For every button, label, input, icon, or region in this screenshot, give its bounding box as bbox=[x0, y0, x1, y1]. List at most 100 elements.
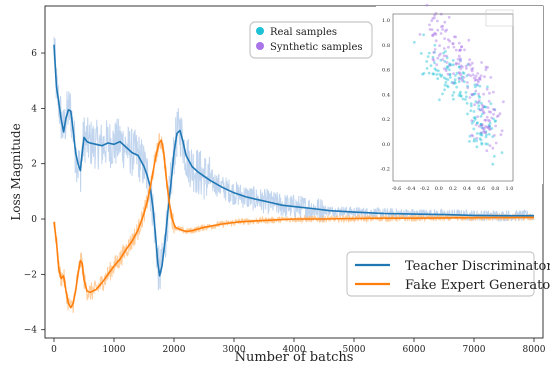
scatter-point bbox=[446, 65, 450, 69]
scatter-point bbox=[463, 48, 466, 52]
scatter-point bbox=[441, 58, 445, 61]
scatter-point bbox=[460, 45, 463, 48]
scatter-point bbox=[476, 72, 480, 75]
scatter-legend: Real samples Synthetic samples bbox=[249, 21, 373, 59]
scatter-point bbox=[438, 44, 441, 47]
scatter-point bbox=[451, 81, 455, 85]
scatter-point bbox=[475, 101, 479, 105]
scatter-point bbox=[493, 120, 497, 123]
scatter-point bbox=[436, 77, 440, 81]
legend-label-synthetic: Synthetic samples bbox=[270, 42, 363, 53]
scatter-point bbox=[477, 92, 480, 96]
inset-x-tick-label: -0.4 bbox=[406, 186, 416, 192]
scatter-point bbox=[448, 76, 452, 79]
scatter-point bbox=[486, 106, 490, 109]
scatter-point bbox=[488, 121, 492, 125]
scatter-point bbox=[459, 57, 462, 61]
scatter-point bbox=[492, 112, 495, 116]
scatter-point bbox=[470, 93, 474, 96]
scatter-point bbox=[448, 68, 451, 72]
scatter-point bbox=[469, 109, 473, 113]
scatter-point bbox=[431, 33, 434, 37]
scatter-point bbox=[433, 50, 436, 54]
scatter-point bbox=[468, 96, 472, 99]
scatter-point bbox=[490, 116, 494, 120]
scatter-point bbox=[461, 71, 465, 75]
scatter-point bbox=[471, 67, 475, 70]
scatter-point bbox=[442, 54, 446, 58]
scatter-point bbox=[484, 119, 488, 122]
scatter-point bbox=[476, 121, 479, 125]
scatter-point bbox=[467, 73, 470, 76]
scatter-point bbox=[458, 48, 462, 52]
scatter-point bbox=[482, 111, 486, 115]
scatter-point bbox=[462, 76, 466, 79]
scatter-legend-box bbox=[249, 21, 373, 59]
scatter-point bbox=[451, 42, 454, 45]
scatter-point bbox=[457, 94, 461, 97]
legend-label-real: Real samples bbox=[270, 27, 337, 38]
scatter-point bbox=[470, 119, 474, 122]
scatter-point bbox=[458, 92, 462, 96]
scatter-point bbox=[494, 124, 497, 128]
scatter-point bbox=[462, 71, 466, 75]
scatter-point bbox=[499, 133, 503, 137]
scatter-point bbox=[431, 57, 435, 61]
scatter-point bbox=[492, 154, 496, 158]
scatter-point bbox=[497, 114, 500, 117]
inset-x-tick-label: 0.4 bbox=[463, 186, 471, 192]
scatter-point bbox=[446, 38, 450, 41]
scatter-point bbox=[474, 78, 478, 81]
scatter-point bbox=[495, 115, 499, 118]
scatter-point bbox=[484, 130, 488, 134]
scatter-point bbox=[482, 105, 485, 108]
scatter-point bbox=[477, 101, 481, 104]
scatter-point bbox=[484, 125, 487, 128]
scatter-point bbox=[431, 17, 435, 20]
scatter-point bbox=[452, 45, 456, 49]
scatter-point bbox=[433, 14, 437, 17]
scatter-point bbox=[430, 19, 434, 23]
scatter-point bbox=[439, 75, 443, 78]
scatter-point bbox=[454, 74, 457, 77]
scatter-point bbox=[453, 78, 457, 82]
scatter-point bbox=[468, 63, 472, 67]
scatter-point bbox=[458, 71, 461, 75]
scatter-point bbox=[457, 62, 461, 65]
inset-x-tick-label: -0.6 bbox=[392, 186, 402, 192]
scatter-point bbox=[431, 34, 435, 37]
scatter-point bbox=[452, 91, 456, 94]
scatter-point bbox=[492, 108, 495, 111]
scatter-point bbox=[489, 102, 493, 106]
scatter-point bbox=[433, 61, 436, 65]
inset-y-ticks: -0.2 0.0 0.2 0.4 0.6 0.8 1.0 bbox=[380, 18, 390, 172]
scatter-point bbox=[468, 58, 472, 62]
scatter-point bbox=[454, 81, 457, 85]
scatter-point bbox=[470, 133, 474, 137]
scatter-point bbox=[472, 139, 476, 143]
scatter-point bbox=[500, 151, 504, 155]
scatter-point bbox=[476, 79, 480, 82]
scatter-point bbox=[441, 28, 445, 31]
scatter-point bbox=[452, 82, 456, 85]
scatter-point bbox=[480, 125, 483, 129]
scatter-point bbox=[427, 51, 431, 55]
scatter-point bbox=[433, 67, 437, 71]
scatter-point bbox=[481, 126, 485, 130]
x-tick-label: 2000 bbox=[163, 345, 186, 355]
scatter-point bbox=[478, 132, 482, 135]
scatter-point bbox=[492, 117, 495, 121]
scatter-point bbox=[432, 59, 436, 62]
scatter-point bbox=[477, 80, 480, 84]
scatter-point bbox=[482, 105, 486, 108]
x-tick-label: 3000 bbox=[223, 345, 246, 355]
scatter-point bbox=[478, 108, 482, 112]
scatter-point bbox=[487, 99, 491, 103]
scatter-point bbox=[481, 127, 485, 130]
scatter-point bbox=[460, 75, 464, 79]
scatter-point bbox=[491, 162, 495, 166]
scatter-point bbox=[435, 73, 439, 76]
inset-y-tick-label: 1.0 bbox=[382, 18, 390, 24]
inset-y-tick-label: 0.8 bbox=[382, 43, 390, 49]
scatter-point bbox=[458, 77, 461, 81]
